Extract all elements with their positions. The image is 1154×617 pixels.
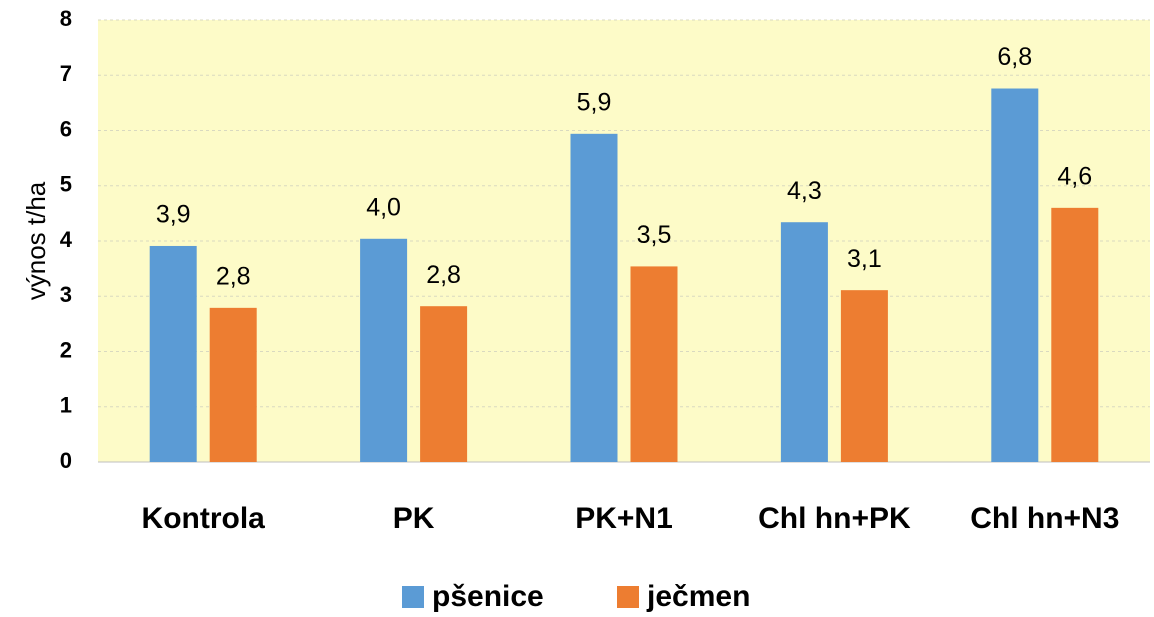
x-tick-label: PK+N1 xyxy=(575,502,673,535)
bar xyxy=(420,306,468,462)
value-label: 3,1 xyxy=(847,245,882,273)
y-tick-label: 2 xyxy=(60,337,72,362)
y-tick-label: 3 xyxy=(60,282,72,307)
y-axis-label: výnos t/ha xyxy=(21,181,51,300)
bar xyxy=(991,88,1039,462)
legend-label: ječmen xyxy=(646,580,750,613)
value-label: 2,8 xyxy=(426,261,461,289)
legend-swatch xyxy=(402,586,424,608)
y-tick-label: 0 xyxy=(60,448,72,473)
value-label: 3,9 xyxy=(156,201,191,229)
value-label: 3,5 xyxy=(637,221,672,249)
value-label: 6,8 xyxy=(997,43,1032,71)
y-tick-label: 4 xyxy=(60,227,73,252)
x-tick-label: PK xyxy=(393,502,435,535)
bar xyxy=(360,238,408,462)
legend-label: pšenice xyxy=(432,580,544,613)
bar xyxy=(149,245,197,462)
bar xyxy=(209,307,257,462)
y-tick-label: 7 xyxy=(60,61,72,86)
bar xyxy=(570,133,618,462)
legend-swatch xyxy=(617,586,639,608)
value-label: 4,6 xyxy=(1057,162,1092,190)
value-label: 4,3 xyxy=(787,177,822,205)
x-tick-label: Chl hn+PK xyxy=(758,502,911,535)
y-tick-label: 6 xyxy=(60,116,72,141)
y-tick-label: 8 xyxy=(60,6,72,31)
y-tick-label: 1 xyxy=(60,393,72,418)
bar xyxy=(1051,207,1099,462)
bar xyxy=(630,266,678,462)
bar xyxy=(780,222,828,462)
x-tick-label: Kontrola xyxy=(142,502,266,535)
value-label: 4,0 xyxy=(366,193,401,221)
bar xyxy=(840,290,888,462)
y-tick-label: 5 xyxy=(60,172,72,197)
value-label: 2,8 xyxy=(216,262,251,290)
value-label: 5,9 xyxy=(577,88,612,116)
x-tick-label: Chl hn+N3 xyxy=(970,502,1119,535)
